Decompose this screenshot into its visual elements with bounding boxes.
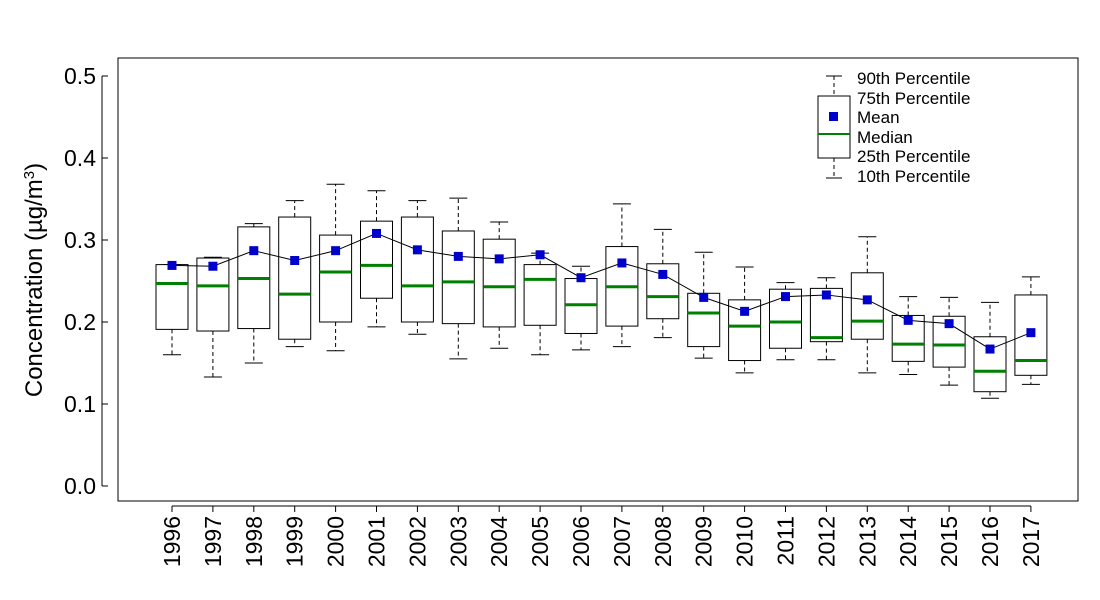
x-tick-label: 2013 bbox=[854, 516, 880, 567]
mean-marker bbox=[494, 254, 504, 264]
mean-marker bbox=[740, 306, 750, 316]
box-1998 bbox=[237, 223, 271, 364]
mean-marker bbox=[1026, 328, 1036, 338]
x-tick-label: 2014 bbox=[895, 516, 921, 567]
x-tick-label: 2005 bbox=[527, 516, 553, 567]
iqr-box bbox=[850, 272, 884, 340]
mean-marker bbox=[944, 319, 954, 329]
box-2004 bbox=[482, 221, 516, 349]
box-2001 bbox=[360, 190, 393, 328]
legend-label-p90: 90th Percentile bbox=[857, 69, 970, 88]
x-tick-label: 1997 bbox=[200, 516, 226, 567]
x-tick-label: 2003 bbox=[445, 516, 471, 567]
mean-marker bbox=[249, 246, 259, 256]
legend: 90th Percentile 75th Percentile Mean Med… bbox=[817, 69, 970, 186]
legend-label-p75: 75th Percentile bbox=[857, 89, 970, 108]
mean-marker bbox=[781, 292, 790, 302]
box-2009 bbox=[687, 251, 721, 359]
x-tick-label: 1999 bbox=[282, 516, 308, 567]
legend-label-median: Median bbox=[857, 128, 913, 147]
y-axis-title: Concentration (µg/m3) bbox=[21, 163, 49, 397]
mean-marker bbox=[412, 245, 422, 255]
box-1996 bbox=[155, 264, 189, 356]
box-2006 bbox=[564, 265, 598, 351]
mean-marker bbox=[167, 260, 177, 270]
y-tick-label: 0.1 bbox=[64, 391, 96, 417]
x-tick-label: 2008 bbox=[650, 516, 676, 567]
x-tick-label: 2010 bbox=[732, 516, 758, 567]
mean-marker bbox=[821, 290, 831, 300]
box-1997 bbox=[196, 256, 230, 378]
box-2002 bbox=[400, 200, 434, 335]
box-2005 bbox=[523, 252, 557, 356]
x-tick-label: 2011 bbox=[773, 516, 799, 565]
y-tick-label: 0.4 bbox=[64, 145, 96, 171]
y-tick-label: 0.0 bbox=[64, 473, 96, 499]
iqr-box bbox=[155, 264, 189, 330]
iqr-box bbox=[400, 216, 434, 323]
iqr-box bbox=[278, 216, 312, 340]
x-tick-label: 2000 bbox=[323, 516, 349, 567]
iqr-box bbox=[523, 264, 557, 326]
box-2000 bbox=[319, 183, 353, 352]
x-tick-label: 2015 bbox=[936, 516, 962, 567]
x-tick-label: 2009 bbox=[691, 516, 717, 567]
legend-label-p10: 10th Percentile bbox=[857, 167, 970, 186]
legend-label-p25: 25th Percentile bbox=[857, 147, 970, 166]
mean-marker bbox=[699, 292, 709, 302]
boxes-layer bbox=[155, 183, 1048, 399]
x-tick-label: 2016 bbox=[977, 516, 1003, 567]
x-axis: 1996 1997 1998 1999 2000 2001 2002 2003 2004 2005… bbox=[159, 505, 1044, 567]
mean-marker bbox=[290, 256, 300, 265]
box-2007 bbox=[605, 203, 639, 348]
y-tick-label: 0.3 bbox=[64, 227, 96, 253]
y-axis-title-main: Concentration (µg/m bbox=[21, 179, 48, 397]
box-2010 bbox=[728, 266, 762, 374]
x-tick-label: 1998 bbox=[241, 516, 267, 567]
mean-marker bbox=[535, 250, 545, 260]
mean-marker bbox=[658, 269, 668, 279]
legend-mean-marker bbox=[829, 112, 838, 121]
mean-marker bbox=[208, 261, 218, 271]
x-tick-label: 2006 bbox=[568, 516, 594, 567]
mean-marker bbox=[331, 246, 341, 256]
mean-connector bbox=[171, 232, 1032, 350]
mean-marker bbox=[903, 315, 913, 325]
x-tick-label: 2004 bbox=[486, 516, 512, 567]
x-tick-label: 2002 bbox=[404, 516, 430, 567]
legend-box bbox=[817, 95, 851, 159]
y-axis: 0.0 0.1 0.2 0.3 0.4 0.5 bbox=[64, 63, 108, 499]
box-2014 bbox=[891, 296, 925, 375]
mean-marker bbox=[985, 344, 995, 354]
iqr-box bbox=[482, 238, 516, 328]
box-2015 bbox=[932, 296, 966, 386]
mean-marker bbox=[372, 228, 381, 238]
x-tick-label: 2001 bbox=[364, 516, 390, 567]
box-2012 bbox=[809, 277, 843, 361]
box-2013 bbox=[850, 236, 884, 374]
iqr-box bbox=[932, 315, 966, 368]
x-tick-label: 1996 bbox=[159, 516, 185, 567]
mean-marker bbox=[576, 273, 586, 283]
box-1999 bbox=[278, 200, 312, 348]
box-2003 bbox=[441, 197, 475, 360]
y-axis-title-close: ) bbox=[21, 163, 48, 171]
mean-marker bbox=[862, 295, 872, 305]
mean-line-layer bbox=[167, 228, 1036, 354]
mean-marker bbox=[617, 258, 627, 268]
x-tick-label: 2017 bbox=[1018, 516, 1044, 567]
box-2008 bbox=[646, 228, 680, 339]
y-tick-label: 0.2 bbox=[64, 309, 96, 335]
plot-frame bbox=[117, 57, 1079, 502]
x-tick-label: 2007 bbox=[609, 516, 635, 567]
box-2017 bbox=[1014, 276, 1048, 385]
iqr-box bbox=[441, 230, 475, 325]
y-axis-title-sup: 3 bbox=[21, 171, 38, 179]
legend-label-mean: Mean bbox=[857, 108, 900, 127]
x-tick-label: 2012 bbox=[813, 516, 839, 567]
mean-marker bbox=[453, 251, 463, 261]
y-tick-label: 0.5 bbox=[64, 63, 96, 89]
